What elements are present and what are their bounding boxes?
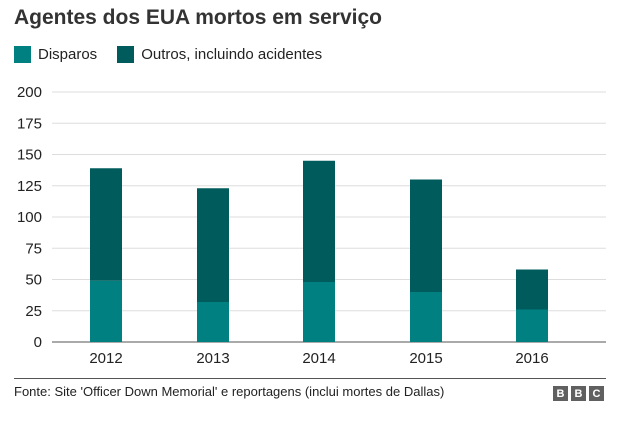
legend-item-disparos: Disparos — [14, 46, 97, 63]
y-tick-label: 100 — [17, 209, 42, 226]
y-tick-label: 175 — [17, 115, 42, 132]
bar-outros-2016 — [516, 269, 548, 310]
bbc-logo-letter: B — [571, 386, 586, 401]
bbc-logo-letter: C — [589, 386, 604, 401]
y-tick-label: 25 — [25, 303, 42, 320]
x-tick-labels: 2012 2013 2014 2015 2016 — [89, 350, 548, 367]
y-tick-label: 50 — [25, 272, 42, 289]
legend-swatch-disparos — [14, 46, 31, 63]
footer-divider — [14, 378, 606, 379]
bar-disparos-2016 — [516, 309, 548, 342]
x-tick-label: 2015 — [409, 350, 442, 367]
x-tick-label: 2014 — [302, 350, 335, 367]
y-tick-label: 125 — [17, 178, 42, 195]
source-note: Fonte: Site 'Officer Down Memorial' e re… — [14, 384, 445, 399]
legend-item-outros: Outros, incluindo acidentes — [117, 46, 322, 63]
y-tick-label: 0 — [34, 334, 42, 351]
bar-outros-2015 — [410, 179, 442, 292]
bar-outros-2014 — [303, 160, 335, 282]
bar-disparos-2012 — [90, 280, 122, 342]
legend-label-outros: Outros, incluindo acidentes — [141, 46, 323, 63]
x-tick-label: 2016 — [515, 350, 548, 367]
y-tick-label: 150 — [17, 147, 42, 164]
bar-disparos-2015 — [410, 292, 442, 342]
bbc-logo: B B C — [550, 386, 604, 401]
y-tick-label: 75 — [25, 240, 42, 257]
legend-label-disparos: Disparos — [38, 46, 98, 63]
bar-outros-2013 — [197, 188, 229, 302]
y-tick-label: 200 — [17, 84, 42, 101]
legend-swatch-outros — [117, 46, 135, 63]
bar-disparos-2014 — [303, 282, 335, 342]
x-tick-label: 2013 — [196, 350, 229, 367]
bbc-logo-letter: B — [553, 386, 568, 401]
bar-disparos-2013 — [197, 302, 229, 342]
chart-title: Agentes dos EUA mortos em serviço — [14, 6, 382, 29]
bar-outros-2012 — [90, 168, 122, 281]
legend: Disparos Outros, incluindo acidentes — [14, 46, 342, 63]
bars-layer — [90, 160, 548, 342]
x-tick-label: 2012 — [89, 350, 122, 367]
